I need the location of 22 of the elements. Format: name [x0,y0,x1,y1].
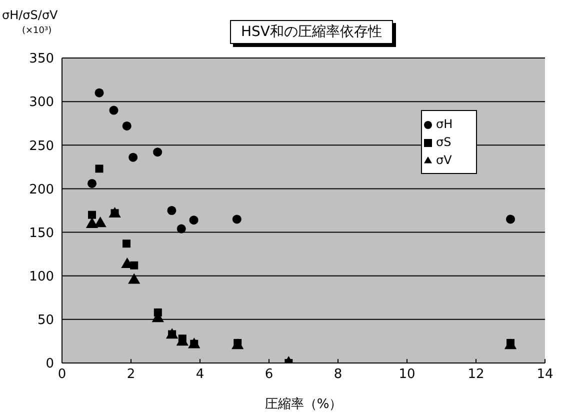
x-tick-label: 8 [334,367,342,382]
x-tick-label: 4 [196,367,204,382]
x-tick-label: 12 [468,367,484,382]
legend-label: σS [436,135,452,149]
y-tick-label: 100 [29,269,54,284]
y-tick-label: 0 [46,356,54,372]
x-tick-label: 10 [398,367,416,382]
x-tick-label: 6 [264,367,274,382]
y-axis-title: σH/σS/σV (×10³) [2,8,58,36]
chart-title: HSV和の圧縮率依存性 [230,20,393,44]
x-tick-label: 2 [126,367,136,382]
y-tick-label: 150 [29,226,54,241]
y-tick-label: 200 [29,182,54,198]
y-tick-label: 300 [29,95,54,110]
y-tick-label: 250 [29,138,54,154]
x-tick-label: 14 [536,367,554,382]
x-tick-label: 0 [58,367,66,382]
y-tick-label: 350 [29,52,54,67]
legend-label: σH [436,117,453,131]
legend-label: σV [436,153,452,167]
x-axis-title: 圧縮率（%） [264,396,342,412]
y-tick-label: 50 [37,313,54,328]
